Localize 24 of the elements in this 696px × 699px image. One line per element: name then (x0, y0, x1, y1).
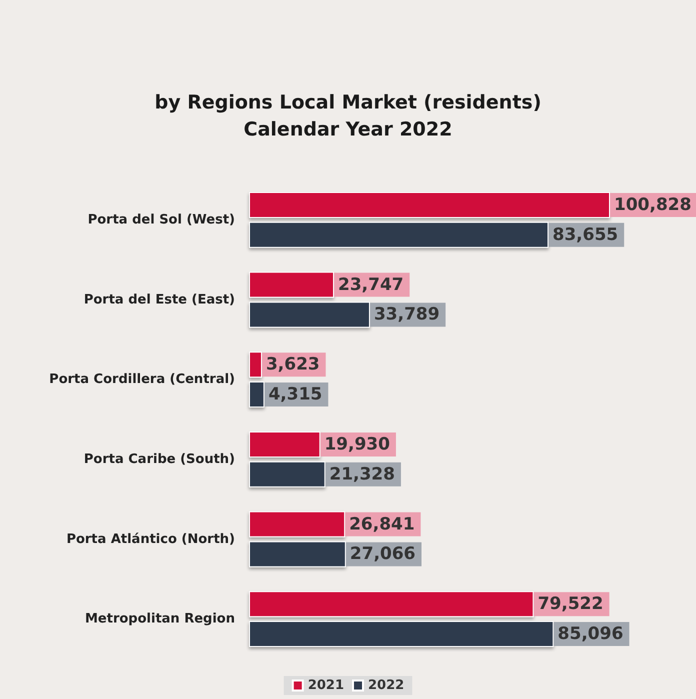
y-tick-label: Porta Caribe (South) (84, 452, 235, 467)
data-label: 4,315 (268, 384, 322, 405)
y-tick-label: Porta del Este (East) (84, 292, 235, 308)
data-label: 23,747 (338, 274, 404, 295)
data-label: 85,096 (558, 624, 624, 644)
bar (249, 352, 262, 378)
y-tick-label: Metropolitan Region (84, 612, 235, 627)
legend-label: 2021 (308, 678, 344, 693)
data-label: 83,655 (552, 224, 618, 245)
chart-title: by Regions Local Market (residents) (154, 92, 542, 114)
y-tick-label: Porta Cordillera (Central) (49, 372, 235, 388)
data-label: 33,789 (374, 304, 440, 325)
data-label: 79,522 (538, 594, 604, 614)
data-label: 3,623 (266, 354, 320, 375)
data-label: 19,930 (324, 434, 390, 454)
data-label: 21,328 (329, 464, 395, 484)
chart-subtitle: Calendar Year 2022 (244, 118, 452, 140)
bar (249, 382, 264, 408)
y-tick-label: Porta del Sol (West) (88, 212, 235, 228)
y-tick-label: Porta Atlántico (North) (66, 532, 235, 547)
data-label: 26,841 (349, 514, 415, 534)
data-label: 27,066 (350, 544, 416, 564)
data-label: 100,828 (614, 194, 692, 215)
legend-label: 2022 (368, 678, 404, 693)
